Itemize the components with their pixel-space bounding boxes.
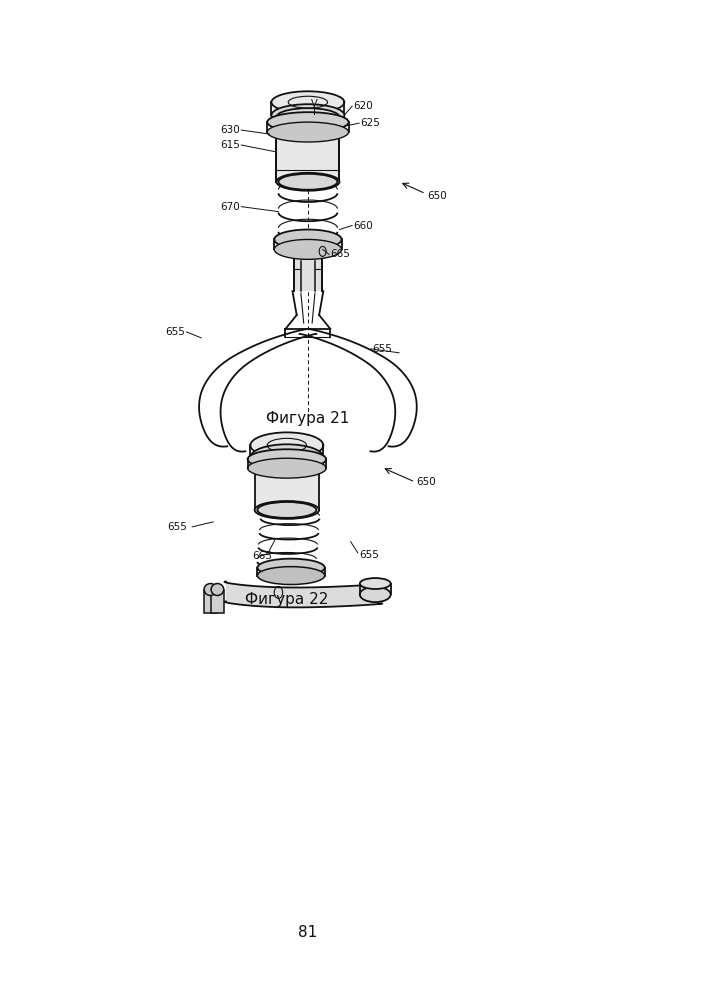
Text: 650: 650 — [427, 191, 447, 201]
Ellipse shape — [360, 587, 391, 602]
Text: 81: 81 — [298, 925, 317, 940]
Ellipse shape — [276, 108, 339, 126]
Text: 650: 650 — [416, 477, 436, 487]
Ellipse shape — [247, 449, 326, 469]
Text: 625: 625 — [361, 118, 380, 128]
Ellipse shape — [294, 244, 322, 254]
Ellipse shape — [279, 174, 337, 190]
Text: 615: 615 — [220, 140, 240, 150]
FancyBboxPatch shape — [294, 249, 322, 291]
Ellipse shape — [274, 230, 341, 249]
FancyBboxPatch shape — [276, 117, 339, 182]
Text: 655: 655 — [165, 327, 185, 337]
Ellipse shape — [211, 584, 223, 595]
Text: 630: 630 — [220, 125, 240, 135]
Text: 655: 655 — [359, 550, 379, 560]
Ellipse shape — [250, 444, 323, 470]
Text: 670: 670 — [220, 202, 240, 212]
FancyBboxPatch shape — [255, 459, 319, 510]
Ellipse shape — [255, 450, 319, 468]
Ellipse shape — [255, 501, 319, 519]
Ellipse shape — [271, 104, 344, 126]
Polygon shape — [224, 582, 382, 607]
Text: 655: 655 — [168, 522, 187, 532]
Text: V: V — [311, 99, 317, 109]
Text: 655: 655 — [373, 344, 392, 354]
Text: Фигура 21: Фигура 21 — [267, 411, 349, 426]
Ellipse shape — [276, 173, 339, 191]
Ellipse shape — [247, 458, 326, 478]
Ellipse shape — [204, 584, 217, 595]
Ellipse shape — [250, 432, 323, 458]
Text: 660: 660 — [354, 221, 373, 231]
Ellipse shape — [274, 239, 341, 259]
Text: Фигура 22: Фигура 22 — [245, 592, 329, 607]
FancyBboxPatch shape — [204, 589, 217, 613]
Ellipse shape — [267, 122, 349, 142]
Ellipse shape — [257, 567, 325, 585]
Text: 665: 665 — [330, 249, 350, 259]
Ellipse shape — [360, 578, 391, 589]
Ellipse shape — [267, 112, 349, 132]
FancyBboxPatch shape — [211, 589, 223, 613]
Text: 620: 620 — [354, 101, 373, 111]
Ellipse shape — [271, 91, 344, 113]
Text: 665: 665 — [252, 551, 271, 561]
Ellipse shape — [257, 559, 325, 577]
Ellipse shape — [257, 502, 316, 518]
